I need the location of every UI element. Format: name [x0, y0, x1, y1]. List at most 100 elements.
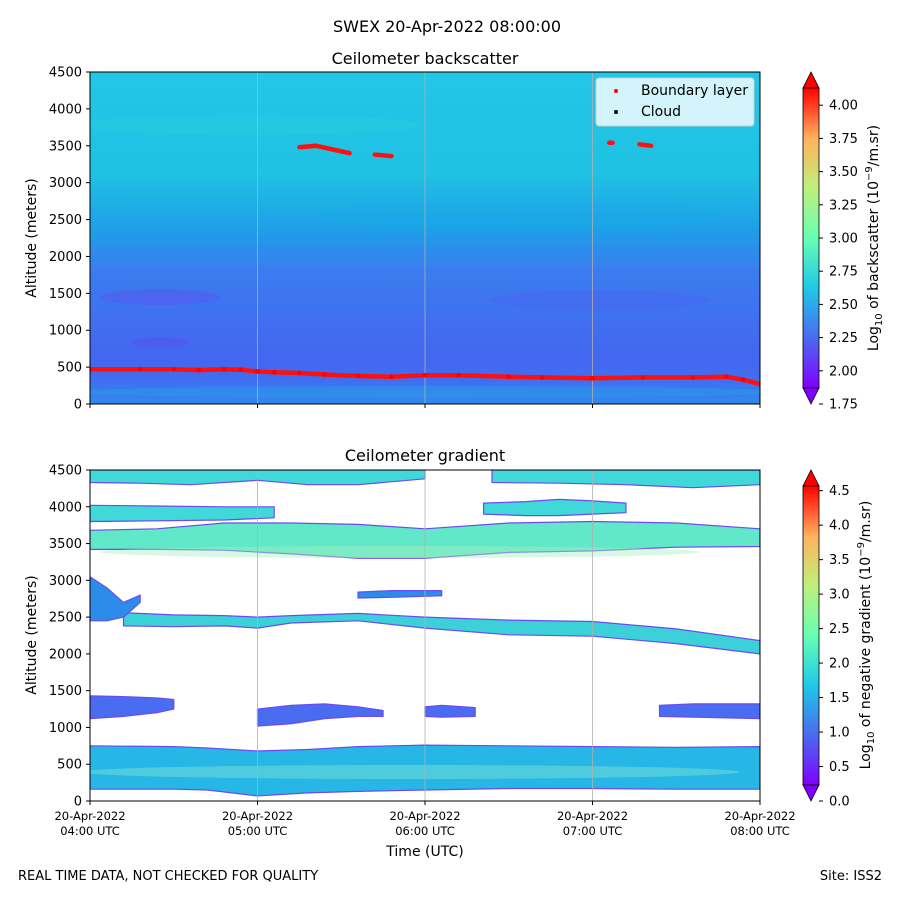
colorbar-tick-label: 2.0: [829, 657, 850, 672]
boundary-layer-point: [690, 375, 696, 380]
backscatter-legend: Boundary layer Cloud: [595, 77, 755, 127]
cbar-label-unit: /m.sr): [858, 501, 874, 542]
gradient-layer-band: [357, 589, 443, 599]
gradient-title: Ceilometer gradient: [345, 446, 505, 465]
backscatter-colorbar: 1.75 2.00 2.25 2.50 2.75 3.00 3.25 3.50 3.75 4.00…: [802, 71, 885, 413]
x-tick-label-date: 20-Apr-2022: [557, 809, 628, 823]
y-tick-label: 3500: [49, 537, 82, 552]
gradient-ylabel: Altitude (meters): [24, 575, 40, 695]
boundary-layer-point: [422, 372, 428, 378]
colorbar-extend-max: [802, 469, 820, 487]
colorbar-tick-label: 2.00: [829, 364, 858, 379]
boundary-layer-point: [137, 366, 143, 372]
y-tick-label: 0: [74, 795, 82, 810]
boundary-layer-point: [539, 375, 545, 380]
y-tick-label: 4000: [49, 102, 82, 117]
boundary-layer-point: [389, 374, 394, 380]
backscatter-texture: [100, 289, 220, 305]
boundary-layer-point: [724, 374, 729, 380]
y-tick-label: 0: [74, 398, 82, 413]
cbar-label-log: Log: [858, 744, 874, 769]
x-tick-label-time: 06:00 UTC: [395, 824, 455, 838]
colorbar-tick-label: 4.0: [829, 519, 850, 534]
boundary-layer-point: [322, 372, 327, 377]
colorbar-tick-label: 2.50: [829, 298, 858, 313]
colorbar-tick-label: 2.5: [829, 622, 850, 637]
colorbar-tick-label: 3.50: [829, 165, 858, 180]
gradient-y-axis: 0 500 1000 1500 2000 2500 3000 3500 4000 4500: [49, 464, 90, 810]
colorbar-tick-label: 3.25: [829, 198, 858, 213]
boundary-layer-point: [255, 369, 260, 374]
colorbar-gradient: [802, 87, 820, 389]
gradient-layer-band: [90, 576, 141, 622]
colorbar-extend-min: [802, 387, 820, 405]
x-tick-label-date: 20-Apr-2022: [724, 809, 795, 823]
boundary-layer-point: [296, 370, 302, 376]
y-tick-label: 1500: [49, 287, 82, 302]
legend-boundary-layer-marker: [614, 89, 618, 93]
gradient-texture: [90, 765, 740, 779]
x-tick-label-time: 04:00 UTC: [60, 824, 120, 838]
colorbar-tick-label: 3.5: [829, 553, 850, 568]
boundary-layer-point: [196, 367, 202, 373]
boundary-layer-series: [90, 366, 760, 387]
boundary-layer-point: [506, 374, 512, 380]
backscatter-y-axis: 0 500 1000 1500 2000 2500 3000 3500 4000 4500: [49, 66, 90, 413]
cbar-label-text: of negative gradient (10: [858, 557, 874, 732]
gradient-layer-band: [122, 612, 760, 655]
y-tick-label: 2000: [49, 250, 82, 265]
backscatter-x-axis: [89, 404, 761, 408]
backscatter-title: Ceilometer backscatter: [332, 49, 519, 68]
gradient-panel: Ceilometer gradient 0 500 1000 1500 2000 2500…: [24, 446, 877, 860]
legend-boundary-layer-label: Boundary layer: [641, 83, 748, 99]
gradient-layer-band: [483, 498, 627, 517]
backscatter-texture: [90, 386, 760, 398]
gradient-layer-band: [90, 695, 175, 720]
gradient-grid: [257, 470, 593, 801]
boundary-layer-point: [590, 375, 595, 381]
boundary-layer-point: [171, 366, 177, 372]
backscatter-panel: Ceilometer backscatter 0 500 1000 1500 2000 2…: [24, 49, 885, 413]
y-tick-label: 3000: [49, 176, 82, 191]
y-tick-label: 2500: [49, 611, 82, 626]
boundary-layer-line: [90, 367, 760, 387]
boundary-layer-upper-segment: [372, 152, 394, 159]
colorbar-ticks: 0.0 0.5 1.0 1.5 2.0 2.5 3.0 3.5 4.0 4.5: [819, 484, 850, 810]
colorbar-tick-label: 3.75: [829, 132, 858, 147]
cbar-label-sub: 10: [866, 732, 877, 745]
boundary-layer-point: [271, 369, 277, 375]
y-tick-label: 2000: [49, 647, 82, 662]
colorbar-tick-label: 4.00: [829, 99, 858, 114]
y-tick-label: 500: [57, 758, 82, 773]
colorbar-tick-label: 2.25: [829, 331, 858, 346]
backscatter-colorbar-label: Log10 of backscatter (10−9/m.sr): [864, 125, 885, 351]
y-tick-label: 3000: [49, 574, 82, 589]
cbar-label-exp: −9: [856, 542, 867, 557]
cloud-series: [297, 140, 654, 159]
y-tick-label: 1500: [49, 684, 82, 699]
x-tick-label-time: 05:00 UTC: [228, 824, 288, 838]
gradient-colorbar: 0.0 0.5 1.0 1.5 2.0 2.5 3.0 3.5 4.0 4.5 Log10 of …: [802, 469, 877, 810]
cbar-label-log: Log: [866, 326, 882, 351]
x-tick-label-date: 20-Apr-2022: [222, 809, 293, 823]
x-tick-label-time: 08:00 UTC: [730, 824, 790, 838]
colorbar-extend-min: [802, 784, 820, 802]
y-tick-label: 3500: [49, 139, 82, 154]
colorbar-tick-label: 3.0: [829, 588, 850, 603]
boundary-layer-point: [221, 366, 227, 372]
boundary-layer-point: [355, 373, 361, 379]
boundary-layer-upper-segment: [637, 142, 654, 149]
colorbar-gradient: [802, 485, 820, 786]
y-tick-label: 4500: [49, 464, 82, 479]
gradient-xlabel: Time (UTC): [385, 844, 463, 860]
colorbar-extend-max: [802, 71, 820, 89]
colorbar-tick-label: 1.5: [829, 691, 850, 706]
boundary-layer-point: [90, 366, 93, 372]
backscatter-ylabel: Altitude (meters): [24, 178, 40, 298]
backscatter-texture: [130, 337, 190, 347]
boundary-layer-point: [238, 367, 244, 373]
backscatter-texture: [90, 115, 420, 135]
gradient-colorbar-label: Log10 of negative gradient (10−9/m.sr): [856, 501, 877, 770]
